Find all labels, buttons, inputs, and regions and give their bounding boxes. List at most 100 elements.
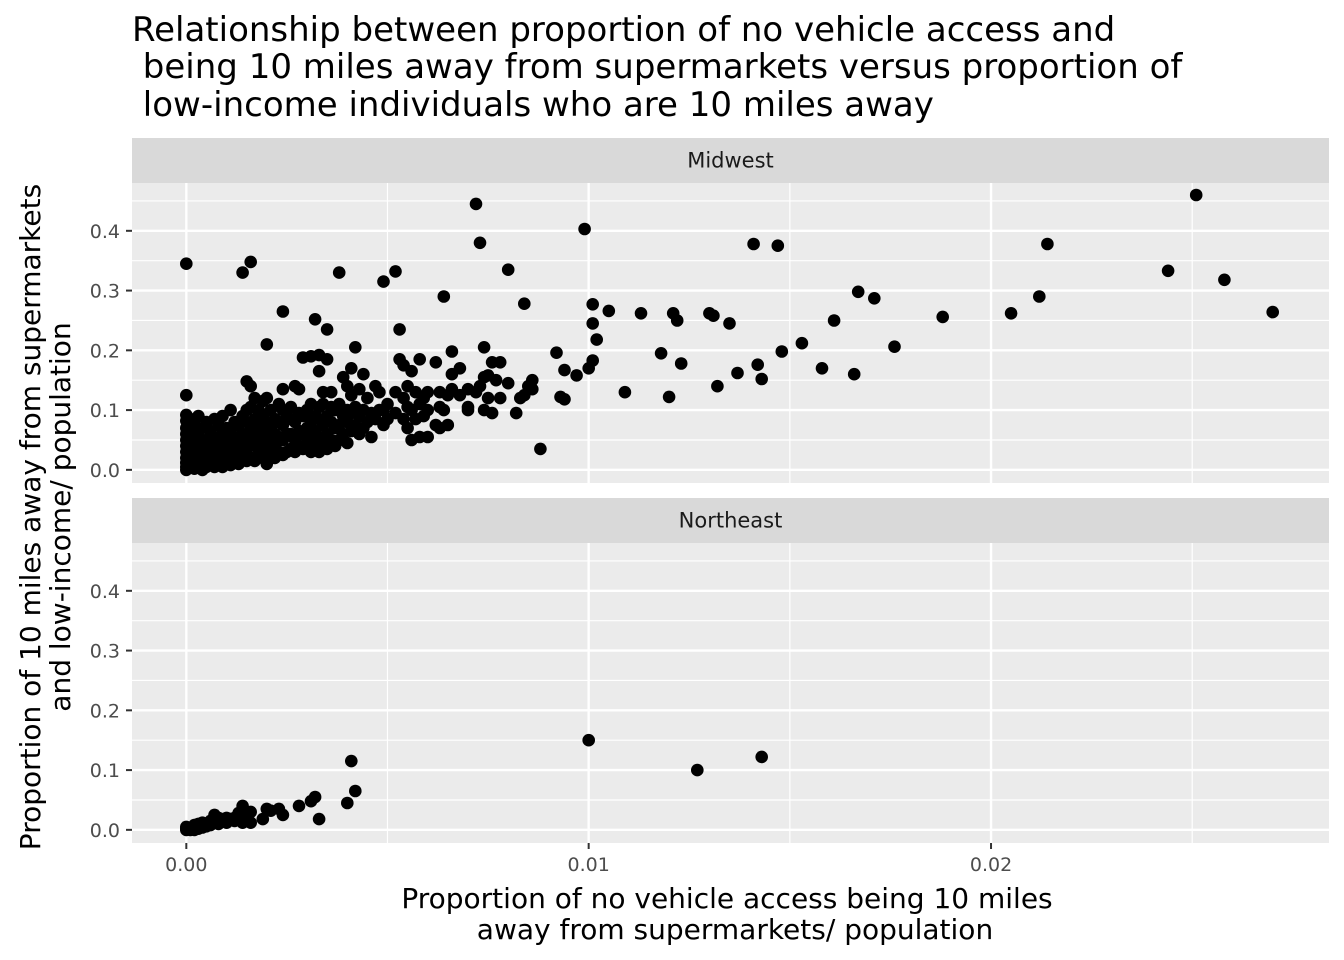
data-point xyxy=(332,266,346,279)
data-point xyxy=(320,323,334,336)
data-point xyxy=(634,307,648,320)
x-tick-label: 0.00 xyxy=(165,854,207,876)
data-point xyxy=(723,317,736,330)
data-point xyxy=(345,362,358,375)
x-axis-title: Proportion of no vehicle access being 10… xyxy=(401,882,1052,946)
data-point xyxy=(180,257,193,271)
data-point xyxy=(260,338,274,351)
x-axis-title-line-1: Proportion of no vehicle access being 10… xyxy=(401,882,1052,915)
data-point xyxy=(292,799,306,813)
y-tick-label: 0.2 xyxy=(90,700,120,722)
data-point xyxy=(373,385,386,399)
data-point xyxy=(292,382,306,396)
data-point xyxy=(469,197,483,211)
data-point xyxy=(670,314,684,327)
data-point xyxy=(236,266,249,279)
data-point xyxy=(312,812,326,826)
facet-panel-midwest: Midwest 0.0 0.1 0.2 0.3 0.4 xyxy=(90,138,1329,483)
data-point xyxy=(260,391,274,405)
data-point xyxy=(308,790,322,804)
data-point xyxy=(389,265,402,278)
data-point xyxy=(550,346,563,360)
data-point xyxy=(1189,188,1203,202)
data-point xyxy=(276,382,290,396)
data-point xyxy=(413,353,427,366)
data-point xyxy=(570,369,583,382)
data-point xyxy=(888,340,901,354)
data-point xyxy=(586,354,599,367)
data-point xyxy=(437,290,451,303)
data-point xyxy=(851,285,865,299)
data-point xyxy=(795,336,809,350)
chart-title-line-1: Relationship between proportion of no ve… xyxy=(132,10,1115,50)
data-point xyxy=(1041,237,1054,251)
data-point xyxy=(558,393,571,406)
y-tick-label: 0.4 xyxy=(90,581,120,603)
facet-panels: Midwest 0.0 0.1 0.2 0.3 0.4 Northeast 0.0 0.1 0.2… xyxy=(90,138,1329,843)
data-point xyxy=(751,358,764,372)
panel-background xyxy=(132,543,1329,843)
data-point xyxy=(501,263,515,277)
data-point xyxy=(180,388,193,402)
data-point xyxy=(481,391,495,405)
data-point xyxy=(493,356,507,369)
data-point xyxy=(711,379,724,393)
data-point xyxy=(345,754,358,768)
x-axis: 0.00 0.01 0.02 xyxy=(165,843,1012,876)
data-point xyxy=(381,397,394,411)
facet-strip-label: Midwest xyxy=(687,149,774,173)
data-point xyxy=(868,292,881,305)
data-point xyxy=(461,400,475,414)
data-point xyxy=(421,385,435,399)
data-point xyxy=(441,418,455,432)
data-point xyxy=(526,382,539,396)
data-point xyxy=(501,376,515,390)
facet-panel-northeast: Northeast 0.0 0.1 0.2 0.3 0.4 xyxy=(90,498,1329,843)
chart-title-line-3: low-income individuals who are 10 miles … xyxy=(132,85,934,125)
y-tick-label: 0.3 xyxy=(90,281,120,303)
data-point xyxy=(755,750,768,764)
data-point xyxy=(341,436,354,450)
data-point xyxy=(775,345,789,358)
data-point xyxy=(586,317,599,330)
x-tick-label: 0.02 xyxy=(970,854,1012,876)
y-tick-label: 0.4 xyxy=(90,221,120,243)
data-point xyxy=(244,379,257,393)
x-tick-label: 0.01 xyxy=(568,854,610,876)
data-point xyxy=(421,430,435,444)
data-point xyxy=(493,391,507,405)
data-point xyxy=(1161,264,1175,278)
y-tick-label: 0.1 xyxy=(90,760,120,782)
chart-title-line-2: being 10 miles away from supermarkets ve… xyxy=(132,47,1183,87)
data-point xyxy=(489,373,503,387)
data-point xyxy=(558,363,571,377)
data-point xyxy=(429,356,443,369)
facet-strip xyxy=(132,498,1329,543)
data-point xyxy=(1266,305,1279,319)
data-point xyxy=(349,784,362,798)
data-point xyxy=(827,314,841,327)
facet-strip-label: Northeast xyxy=(679,509,783,533)
data-point xyxy=(662,390,676,404)
data-point xyxy=(244,255,257,269)
y-tick-label: 0.3 xyxy=(90,641,120,663)
data-point xyxy=(405,364,418,378)
data-point xyxy=(244,816,257,829)
y-tick-label: 0.1 xyxy=(90,400,120,422)
y-axis-title-line-1: Proportion of 10 miles away from superma… xyxy=(14,184,47,850)
y-axis-title: Proportion of 10 miles away from superma… xyxy=(14,184,77,850)
data-point xyxy=(445,345,459,358)
data-point xyxy=(312,364,326,378)
data-point xyxy=(847,367,861,381)
data-point xyxy=(654,347,668,360)
data-point xyxy=(618,385,632,399)
data-point xyxy=(578,222,591,236)
data-point xyxy=(361,391,374,405)
data-point xyxy=(401,421,414,435)
data-point xyxy=(276,305,290,318)
data-point xyxy=(453,362,467,375)
y-tick-label: 0.2 xyxy=(90,340,120,362)
data-point xyxy=(485,406,499,420)
data-point xyxy=(393,323,406,336)
